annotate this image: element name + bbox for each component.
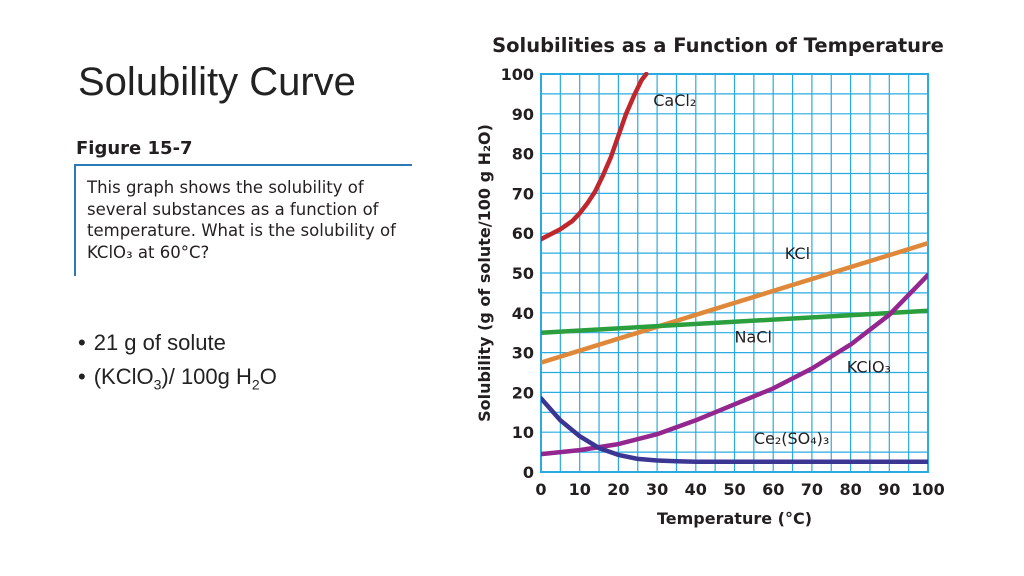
y-tick-label: 10 (512, 423, 534, 442)
y-tick-label: 70 (512, 184, 534, 203)
y-tick-label: 20 (512, 383, 534, 402)
x-tick-label: 100 (911, 480, 944, 499)
answer-bullets: 21 g of solute (KClO3)/ 100g H2O (78, 330, 277, 400)
solubility-chart: 0 10 20 30 40 50 60 70 80 90 100 0 10 20 30 40 50 60 70 80 9… (475, 34, 945, 528)
series-label-kcl: KCl (785, 244, 810, 263)
figure-rule (74, 164, 412, 166)
x-tick-label: 70 (801, 480, 823, 499)
y-axis-label: Solubility (g of solute/100 g H₂O) (475, 124, 494, 422)
y-tick-label: 100 (501, 65, 534, 84)
x-tick-label: 80 (839, 480, 861, 499)
bullet-1: 21 g of solute (78, 330, 277, 356)
series-line-cacl2 (541, 72, 649, 242)
bullet-text: (KClO (93, 364, 154, 389)
y-tick-label: 30 (512, 344, 534, 363)
y-tick-label: 50 (512, 264, 534, 283)
y-tick-label: 80 (512, 145, 534, 164)
y-tick-label: 40 (512, 304, 534, 323)
series-label-cacl2: CaCl₂ (653, 91, 696, 110)
x-tick-label: 90 (878, 480, 900, 499)
y-tick-label: 60 (512, 224, 534, 243)
x-tick-label: 40 (685, 480, 707, 499)
series-label-kclo3: KClO₃ (847, 358, 891, 377)
y-tick-label: 90 (512, 105, 534, 124)
x-tick-label: 30 (646, 480, 668, 499)
series-line-kclo3 (541, 272, 928, 457)
x-tick-label: 60 (762, 480, 784, 499)
series-label-nacl: NaCl (735, 328, 772, 347)
x-tick-label: 10 (569, 480, 591, 499)
x-tick-label: 0 (535, 480, 546, 499)
slide-title: Solubility Curve (78, 60, 356, 104)
x-tick-label: 20 (607, 480, 629, 499)
figure-caption: This graph shows the solubility of sever… (87, 178, 396, 262)
bullet-2: (KClO3)/ 100g H2O (78, 364, 277, 392)
chart-title: Solubilities as a Function of Temperatur… (492, 34, 944, 57)
series-label-ce2so43: Ce₂(SO₄)₃ (754, 429, 830, 448)
bullet-text: )/ 100g H (161, 364, 252, 389)
bullet-text: O (259, 364, 277, 389)
x-axis-label: Temperature (°C) (657, 509, 812, 528)
bullet-text: 21 g of solute (93, 330, 226, 355)
figure-label: Figure 15-7 (76, 138, 193, 159)
series-line-kcl (541, 240, 928, 365)
x-tick-label: 50 (723, 480, 745, 499)
series-line-ce2so43 (541, 396, 928, 464)
figure-caption-box (74, 166, 412, 276)
subscript: 3 (153, 376, 162, 393)
subscript: 2 (251, 376, 260, 393)
y-tick-label: 0 (523, 463, 534, 482)
series-line-nacl (541, 308, 928, 335)
